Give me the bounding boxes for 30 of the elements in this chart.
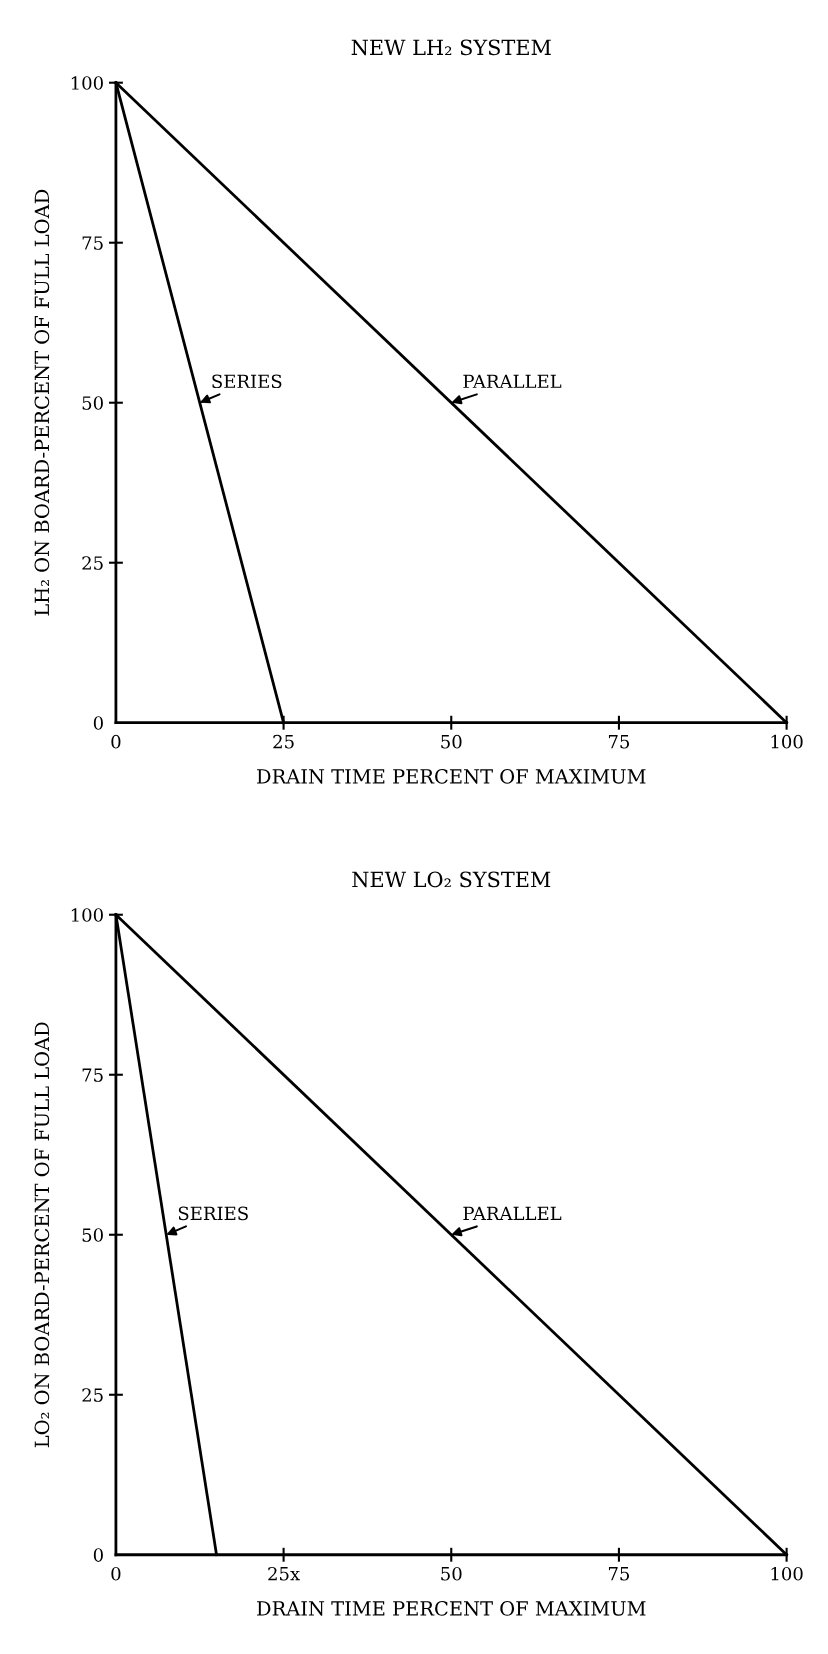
- x-tick-label: 75: [608, 735, 630, 749]
- y-tick-label: 0: [93, 1548, 103, 1562]
- series-label: SERIES: [178, 1206, 248, 1221]
- x-tick-label: 100: [771, 734, 803, 749]
- x-tick-label: 50: [441, 1566, 462, 1581]
- y-tick-label: 25: [82, 1388, 103, 1402]
- x-tick-label: 0: [111, 734, 121, 749]
- y-tick-label: 75: [82, 1068, 103, 1082]
- y-tick-label: 100: [71, 76, 103, 90]
- chart-title: NEW LH₂ SYSTEM: [351, 39, 551, 56]
- series-label: SERIES: [212, 374, 282, 389]
- y-tick-label: 25: [82, 556, 103, 570]
- x-tick-label: 0: [111, 1566, 121, 1581]
- y-tick-label: 50: [82, 396, 103, 410]
- x-tick-label: 100: [771, 1566, 803, 1581]
- x-tick-label: 25x: [268, 1566, 300, 1581]
- y-tick-label: 0: [93, 716, 103, 730]
- series-label: PARALLEL: [463, 1206, 562, 1220]
- x-axis-title: DRAIN TIME PERCENT OF MAXIMUM: [257, 769, 646, 784]
- y-axis-title: LO₂ ON BOARD-PERCENT OF FULL LOAD: [34, 1022, 50, 1448]
- x-axis-title: DRAIN TIME PERCENT OF MAXIMUM: [257, 1601, 646, 1616]
- series-label: PARALLEL: [463, 374, 562, 388]
- x-tick-label: 50: [441, 734, 462, 749]
- y-tick-label: 50: [82, 1228, 103, 1242]
- y-tick-label: 100: [71, 908, 103, 922]
- x-tick-label: 75: [608, 1567, 630, 1581]
- x-tick-label: 25: [273, 734, 294, 749]
- y-axis-title: LH₂ ON BOARD-PERCENT OF FULL LOAD: [34, 189, 50, 616]
- y-tick-label: 75: [82, 236, 103, 250]
- chart-title: NEW LO₂ SYSTEM: [352, 871, 551, 888]
